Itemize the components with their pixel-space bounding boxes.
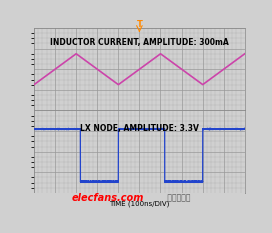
Text: 电子发烧友: 电子发烧友 xyxy=(165,193,190,202)
Text: T: T xyxy=(137,20,142,29)
Text: TIME (100ns/DIV): TIME (100ns/DIV) xyxy=(109,200,169,207)
Text: elecfans.com: elecfans.com xyxy=(72,193,144,203)
Text: INDUCTOR CURRENT, AMPLITUDE: 300mA: INDUCTOR CURRENT, AMPLITUDE: 300mA xyxy=(50,38,229,47)
Text: LX NODE, AMPLITUDE: 3.3V: LX NODE, AMPLITUDE: 3.3V xyxy=(80,124,199,133)
